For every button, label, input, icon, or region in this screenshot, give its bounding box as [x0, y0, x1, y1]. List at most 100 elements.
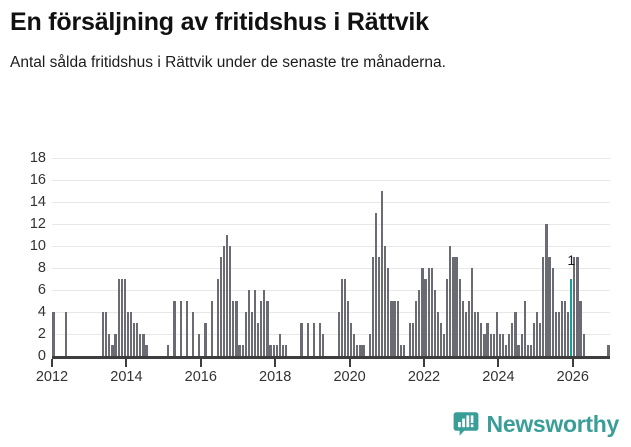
bar — [424, 279, 427, 356]
bar — [545, 224, 548, 356]
bar — [495, 312, 498, 356]
x-axis-tick-mark — [274, 359, 277, 367]
bar — [501, 334, 505, 356]
bar — [269, 345, 272, 356]
bar — [536, 312, 539, 356]
bar — [346, 301, 350, 356]
bar — [185, 301, 188, 356]
bar — [529, 345, 533, 356]
gridline — [52, 158, 610, 159]
bar — [517, 345, 520, 356]
y-axis-tick-label: 4 — [37, 303, 46, 320]
x-axis-baseline — [52, 356, 610, 359]
bar — [353, 334, 356, 356]
bar — [322, 334, 325, 356]
x-axis-tick-label: 2026 — [556, 369, 589, 385]
bar — [412, 323, 415, 356]
bar — [539, 323, 542, 356]
bar — [384, 246, 387, 356]
gridline — [52, 268, 610, 269]
bar — [514, 312, 517, 356]
x-axis-tick-label: 2024 — [482, 369, 515, 385]
bar — [427, 268, 430, 356]
bar — [117, 279, 120, 356]
x-axis-tick-label: 2016 — [184, 369, 217, 385]
x-axis-tick-mark — [348, 359, 351, 367]
bar — [576, 257, 579, 356]
bar — [408, 323, 412, 356]
x-axis-tick-label: 2020 — [333, 369, 366, 385]
bar — [402, 345, 405, 356]
bar — [244, 312, 247, 356]
x-axis-tick-label: 2018 — [259, 369, 292, 385]
bar — [173, 301, 176, 356]
bar — [232, 301, 235, 356]
bar — [123, 279, 126, 356]
bar — [483, 334, 486, 356]
y-axis-tick-label: 14 — [29, 193, 46, 210]
bar — [554, 312, 557, 356]
y-axis: 0 2 4 6 8 10 12 14 16 18 — [0, 151, 46, 363]
bar — [167, 345, 170, 356]
bar — [257, 323, 260, 356]
gridline — [52, 246, 610, 247]
footer-branding: Newsworthy — [453, 411, 619, 437]
bar — [573, 257, 576, 356]
bar — [430, 268, 433, 356]
bar — [362, 345, 365, 356]
bar — [387, 268, 390, 356]
bar — [374, 213, 378, 356]
bar — [108, 334, 111, 356]
bar-value-label: 1 — [567, 252, 576, 268]
bar — [449, 246, 452, 356]
gridline — [52, 202, 610, 203]
bar — [455, 257, 458, 356]
x-axis-tick-label: 2012 — [35, 369, 69, 385]
plot-area: 1 — [52, 158, 610, 356]
chart-plot-wrapper: 0 2 4 6 8 10 12 14 16 18 1 2012 2014 2016 2018 2020 20… — [0, 140, 631, 390]
bar — [563, 301, 567, 356]
bar — [542, 257, 545, 356]
bar — [284, 345, 288, 356]
bar — [263, 290, 266, 356]
chart-subtitle: Antal sålda fritidshus i Rättvik under d… — [10, 53, 446, 71]
bar — [306, 323, 309, 356]
gridline — [52, 334, 610, 335]
bar — [142, 334, 145, 356]
gridline — [52, 290, 610, 291]
bar — [266, 301, 269, 356]
bar — [229, 246, 232, 356]
y-axis-tick-label: 18 — [29, 149, 46, 166]
bar — [461, 301, 464, 356]
bar — [579, 301, 582, 356]
bar — [312, 323, 316, 356]
bar — [250, 312, 254, 356]
bar — [526, 345, 529, 356]
bar — [480, 323, 483, 356]
bar — [548, 257, 551, 356]
bar — [216, 279, 219, 356]
bar — [359, 345, 362, 356]
bar — [145, 345, 148, 356]
y-axis-tick-label: 2 — [37, 325, 46, 342]
bar — [241, 345, 244, 356]
bar — [474, 312, 477, 356]
x-axis-tick-label: 2022 — [407, 369, 441, 385]
bar — [464, 312, 467, 356]
bar — [390, 301, 393, 356]
bar — [492, 334, 495, 356]
bar — [508, 334, 511, 356]
bar — [102, 312, 105, 356]
bar — [396, 301, 399, 356]
page-title: En försäljning av fritidshus i Rättvik — [10, 8, 429, 36]
bar — [368, 334, 371, 356]
bar — [477, 312, 480, 356]
bar — [247, 290, 250, 356]
bar — [511, 323, 514, 356]
bar — [498, 334, 502, 356]
gridline — [52, 180, 610, 181]
bar — [532, 323, 536, 356]
bar — [560, 301, 564, 356]
bar — [281, 345, 285, 356]
bar — [520, 334, 523, 356]
